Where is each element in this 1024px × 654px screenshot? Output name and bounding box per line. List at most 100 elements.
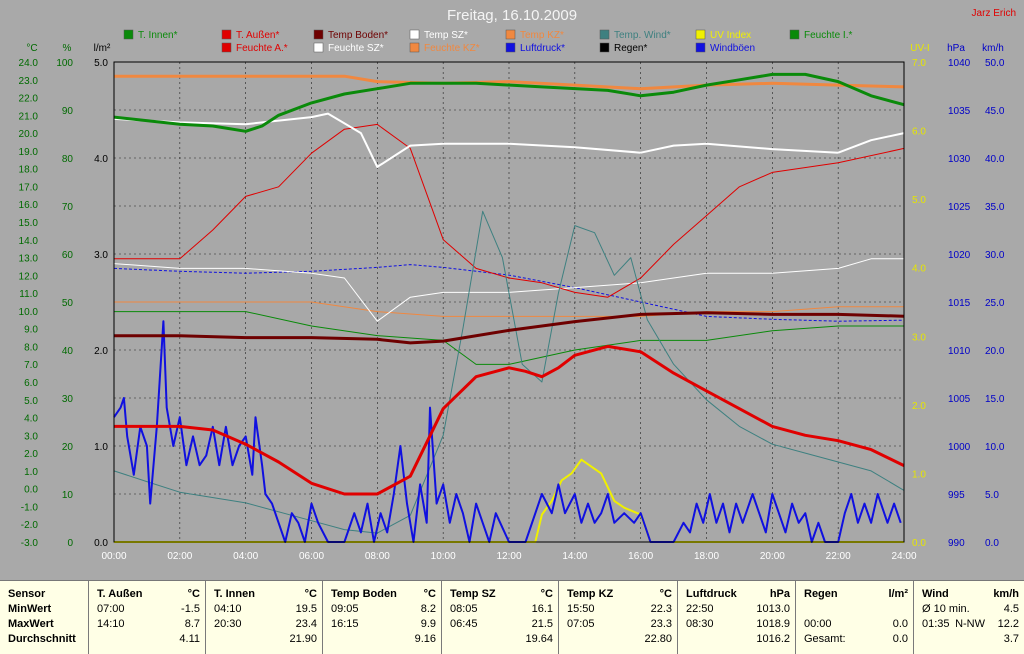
summary-time: Gesamt: [804, 633, 846, 645]
legend-swatch [599, 42, 610, 53]
summary-row: 01:35 N-NW 12.2 [914, 617, 1024, 632]
summary-header: Luftdruck [686, 588, 737, 600]
y-tick-label-percent: 0 [67, 538, 73, 549]
summary-time: 08:05 [450, 603, 478, 615]
summary-time: 22:50 [686, 603, 714, 615]
summary-value: 1018.9 [756, 618, 790, 630]
y-tick-label-wind: 50.0 [985, 58, 1005, 69]
y-tick-label-percent: 100 [56, 58, 73, 69]
y-tick-label-celsius: 14.0 [19, 236, 39, 247]
legend-label: Temp SZ* [424, 30, 468, 41]
series-feuchte-i [114, 311, 904, 365]
summary-col-regen: Regen l/m² 00:00 0.0 Gesamt: 0.0 [795, 581, 914, 654]
y-tick-label-uv: 3.0 [912, 332, 926, 343]
summary-direction: N-NW [955, 618, 985, 630]
summary-value: 0.0 [892, 633, 908, 645]
y-tick-label-rain: 0.0 [94, 538, 108, 549]
summary-row: Luftdruck hPa [678, 587, 796, 602]
summary-value: 22.80 [644, 633, 672, 645]
y-tick-label-celsius: 13.0 [19, 254, 39, 265]
summary-row: Gesamt: 0.0 [796, 632, 914, 647]
legend-swatch [695, 42, 706, 53]
legend-label: Windböen [710, 43, 755, 54]
y-tick-label-celsius: -2.0 [21, 520, 39, 531]
series-t-au-en [114, 344, 905, 496]
summary-value: 21.5 [531, 618, 553, 630]
summary-unit: hPa [769, 588, 790, 600]
y-tick-label-celsius: 18.0 [19, 165, 39, 176]
legend-swatch [221, 42, 232, 53]
author-label: Jarz Erich [972, 8, 1016, 19]
y-tick-label-rain: 4.0 [94, 154, 108, 165]
x-tick-label: 12:00 [496, 551, 521, 562]
y-tick-label-percent: 60 [62, 250, 74, 261]
summary-row [796, 602, 914, 617]
y-tick-label-percent: 50 [62, 298, 74, 309]
summary-row: Temp Boden °C [323, 587, 442, 602]
y-axis-unit-rain: l/m² [94, 43, 111, 54]
y-tick-label-rain: 2.0 [94, 346, 108, 357]
y-tick-label-percent: 10 [62, 490, 74, 501]
summary-time: 09:05 [331, 603, 359, 615]
y-tick-label-uv: 6.0 [912, 127, 926, 138]
y-tick-label-pressure: 1040 [948, 58, 971, 69]
summary-time: 16:15 [331, 618, 359, 630]
summary-row-label: MinWert [8, 603, 52, 615]
summary-row: 14:10 8.7 [89, 617, 206, 632]
legend-label: Regen* [614, 43, 647, 54]
legend-swatch [599, 29, 610, 40]
series-temp-sz [113, 112, 905, 168]
summary-time: Ø 10 min. [922, 603, 970, 615]
legend-swatch [313, 42, 324, 53]
y-axis-unit-percent: % [63, 43, 72, 54]
summary-row: 4.11 [89, 632, 206, 647]
legend-label: T. Innen* [138, 30, 178, 41]
summary-row: 07:05 23.3 [559, 617, 678, 632]
y-tick-label-celsius: 2.0 [24, 449, 38, 460]
y-tick-label-celsius: 19.0 [19, 147, 39, 158]
summary-header: Temp SZ [450, 588, 496, 600]
summary-col-sensor: Sensor MinWert MaxWert Durchschnitt [0, 581, 88, 654]
summary-row: 08:05 16.1 [442, 602, 559, 617]
summary-time: 04:10 [214, 603, 242, 615]
summary-value: 1013.0 [756, 603, 790, 615]
summary-row: 9.16 [323, 632, 442, 647]
summary-col-t-au-en: T. Außen °C 07:00 -1.5 14:10 8.7 4.11 [88, 581, 206, 654]
summary-unit: °C [540, 588, 553, 600]
x-tick-label: 06:00 [299, 551, 324, 562]
legend-swatch [789, 29, 800, 40]
summary-row: 04:10 19.5 [206, 602, 323, 617]
summary-value: 0.0 [892, 618, 908, 630]
legend-label: Temp Boden* [328, 30, 388, 41]
y-tick-label-celsius: 0.0 [24, 485, 38, 496]
x-tick-label: 04:00 [233, 551, 258, 562]
y-tick-label-celsius: 10.0 [19, 307, 39, 318]
y-tick-label-percent: 80 [62, 154, 74, 165]
y-tick-label-percent: 40 [62, 346, 74, 357]
x-tick-label: 10:00 [431, 551, 456, 562]
legend-label: Temp KZ* [520, 30, 564, 41]
summary-value: 22.3 [650, 603, 672, 615]
summary-row: 00:00 0.0 [796, 617, 914, 632]
y-axis-unit-uv: UV-I [910, 43, 929, 54]
plot-frame [113, 61, 905, 543]
summary-table: Sensor MinWert MaxWert Durchschnitt T. Außen… [0, 580, 1024, 654]
series-luftdruck [113, 264, 905, 322]
y-tick-label-celsius: 23.0 [19, 76, 39, 87]
y-tick-label-rain: 3.0 [94, 250, 108, 261]
legend-label: T. Außen* [236, 30, 279, 41]
summary-unit: °C [659, 588, 672, 600]
legend-swatch [409, 42, 420, 53]
y-tick-label-celsius: -3.0 [21, 538, 39, 549]
x-tick-label: 14:00 [562, 551, 587, 562]
summary-row: 3.7 [914, 632, 1024, 647]
summary-value: -1.5 [181, 603, 200, 615]
summary-header: Wind [922, 588, 949, 600]
y-tick-label-wind: 40.0 [985, 154, 1005, 165]
summary-row: T. Außen °C [89, 587, 206, 602]
summary-value: 23.4 [295, 618, 317, 630]
summary-time: 15:50 [567, 603, 595, 615]
summary-time: 00:00 [804, 618, 832, 630]
legend-label: Feuchte A.* [236, 43, 288, 54]
summary-col-luftdruck: Luftdruck hPa 22:50 1013.0 08:30 1018.9 1016.2 [677, 581, 796, 654]
